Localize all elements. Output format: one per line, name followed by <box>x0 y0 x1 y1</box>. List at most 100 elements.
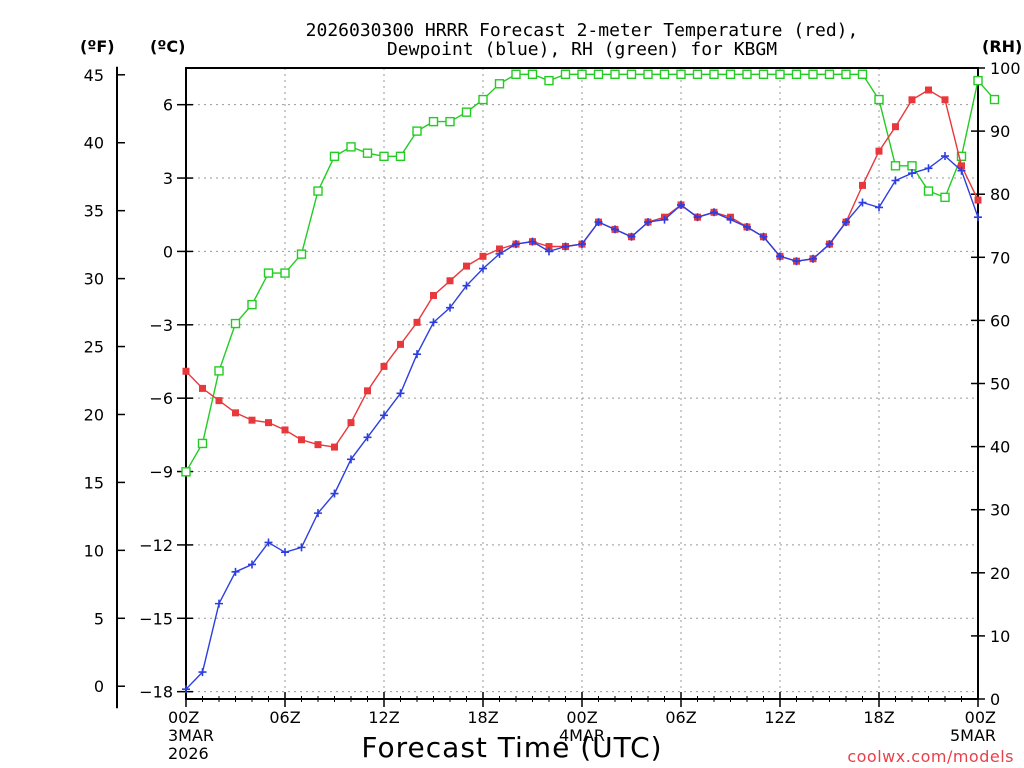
data-point <box>973 75 983 86</box>
fahrenheit-axis-unit: (ºF) <box>80 37 115 56</box>
data-point <box>296 249 307 259</box>
data-point <box>329 151 340 162</box>
data-point <box>264 538 273 547</box>
data-point <box>380 411 388 420</box>
data-point <box>445 116 455 127</box>
data-point <box>347 455 355 464</box>
data-point <box>232 409 239 417</box>
series-rh <box>181 69 1000 477</box>
data-point <box>941 152 949 161</box>
data-point <box>494 79 505 89</box>
rh-axis-unit: (RH) <box>982 37 1022 56</box>
data-point <box>578 240 586 249</box>
data-point <box>463 262 470 270</box>
data-point <box>511 69 521 80</box>
data-point <box>182 685 190 694</box>
data-point <box>446 277 454 285</box>
data-point <box>892 123 899 131</box>
data-point <box>974 196 982 204</box>
data-point <box>479 264 487 273</box>
data-point <box>693 213 702 222</box>
data-point <box>660 215 669 224</box>
rh-tick-label: 50 <box>990 375 1010 394</box>
rh-tick-label: 80 <box>990 185 1010 204</box>
data-point <box>626 69 637 80</box>
data-point <box>891 176 900 185</box>
rh-tick-label: 0 <box>990 690 1000 709</box>
rh-tick-label: 40 <box>990 438 1010 457</box>
data-point <box>742 69 752 80</box>
data-point <box>363 433 372 442</box>
data-point <box>528 237 537 246</box>
x-tick-date-label: 4MAR <box>559 726 605 745</box>
data-point <box>956 151 967 162</box>
data-point <box>247 299 257 310</box>
data-point <box>627 232 636 241</box>
data-point <box>875 203 883 212</box>
axes: 454035302520151050630−3−6−9−12−15−181009… <box>84 59 1021 763</box>
data-series <box>181 69 1000 694</box>
data-point <box>725 69 736 80</box>
data-point <box>792 257 801 266</box>
data-point <box>594 218 603 227</box>
data-point <box>859 181 866 189</box>
x-tick-year-label: 2026 <box>168 744 209 763</box>
data-point <box>462 281 471 290</box>
x-tick-label: 06Z <box>665 708 696 727</box>
data-point <box>428 116 439 127</box>
data-point <box>479 252 487 260</box>
data-point <box>330 489 339 498</box>
data-point <box>643 69 653 80</box>
data-point <box>758 69 769 80</box>
data-point <box>989 94 1000 105</box>
data-point <box>478 94 488 105</box>
data-point <box>248 416 256 424</box>
data-point <box>545 243 553 251</box>
data-point <box>677 200 685 209</box>
fahrenheit-tick-label: 5 <box>94 609 104 628</box>
plot-frame <box>185 67 979 700</box>
x-tick-label: 00Z <box>965 708 996 727</box>
data-point <box>197 438 208 449</box>
data-point <box>842 218 850 227</box>
rh-tick-label: 70 <box>990 248 1010 267</box>
celsius-tick-label: −6 <box>149 389 173 408</box>
celsius-tick-label: −18 <box>139 683 173 702</box>
rh-tick-label: 30 <box>990 501 1010 520</box>
data-point <box>512 240 520 249</box>
series-dewpoint <box>182 152 982 694</box>
data-point <box>923 186 934 196</box>
fahrenheit-tick-label: 25 <box>84 338 104 357</box>
data-point <box>841 69 851 80</box>
data-point <box>314 441 322 449</box>
data-point <box>940 192 950 203</box>
data-point <box>181 467 191 477</box>
data-point <box>281 426 289 434</box>
data-point <box>199 384 206 392</box>
rh-tick-label: 90 <box>990 122 1010 141</box>
data-point <box>297 543 306 552</box>
data-point <box>858 198 867 207</box>
rh-tick-label: 100 <box>990 59 1021 78</box>
data-point <box>413 318 421 326</box>
series-line <box>185 73 996 473</box>
data-point <box>907 161 917 171</box>
x-tick-label: 18Z <box>863 708 894 727</box>
data-point <box>560 69 571 80</box>
data-point <box>709 69 719 80</box>
chart-title: 2026030300 HRRR Forecast 2-meter Tempera… <box>306 20 859 60</box>
celsius-tick-label: −3 <box>149 316 173 335</box>
celsius-tick-label: 3 <box>163 169 173 188</box>
fahrenheit-tick-label: 20 <box>84 405 104 424</box>
data-point <box>347 419 355 427</box>
celsius-tick-label: −9 <box>149 463 173 482</box>
chart-title-line-1: 2026030300 HRRR Forecast 2-meter Tempera… <box>306 20 859 41</box>
data-point <box>957 166 966 175</box>
x-tick-label: 18Z <box>467 708 498 727</box>
fahrenheit-tick-label: 15 <box>84 473 104 492</box>
x-tick-date-label: 3MAR <box>168 726 214 745</box>
data-point <box>395 151 406 162</box>
celsius-tick-label: −12 <box>139 536 173 555</box>
data-point <box>182 367 190 375</box>
